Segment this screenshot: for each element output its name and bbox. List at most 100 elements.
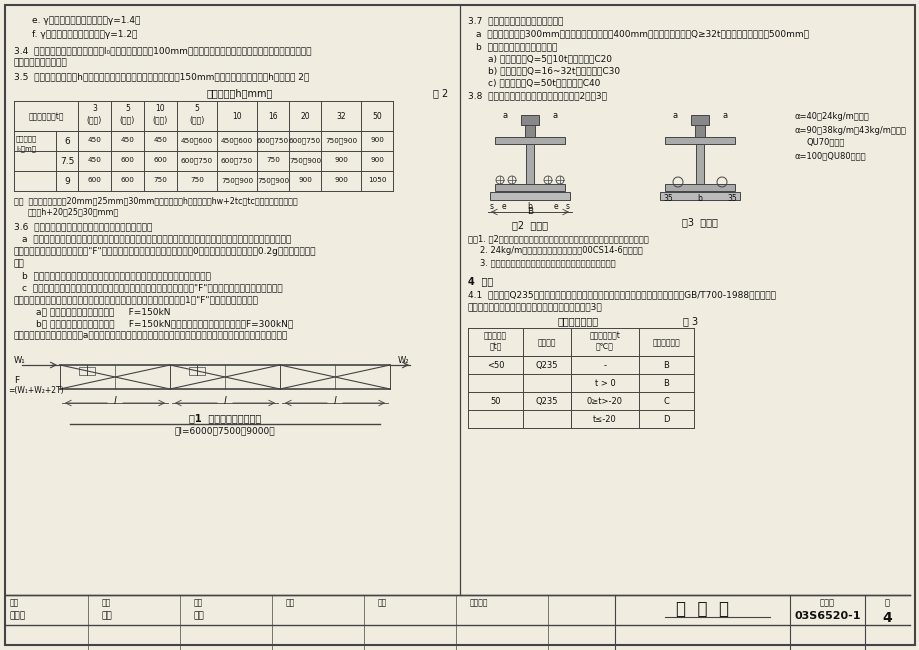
Bar — [494, 137, 564, 144]
Text: B: B — [527, 207, 532, 216]
Bar — [690, 115, 709, 125]
Text: 450、600: 450、600 — [221, 137, 253, 144]
Text: 吊车起重量: 吊车起重量 — [483, 331, 506, 340]
Text: 3.4  吊车梁按简支计算，计算跨度l₀取柱中心距离减去100mm。本设计为了简化计算，将吊车活荷载乘以增大系数: 3.4 吊车梁按简支计算，计算跨度l₀取柱中心距离减去100mm。本设计为了简化… — [14, 46, 312, 55]
Text: 质量等级适用表: 质量等级适用表 — [557, 316, 598, 326]
Text: b） 中列吊车梁上纵向力设计值     F=150kN（方等边值，当相邻均有吊车时F=300kN）: b） 中列吊车梁上纵向力设计值 F=150kN（方等边值，当相邻均有吊车时F=3… — [36, 319, 293, 328]
Text: l: l — [334, 396, 336, 406]
Text: 以考虑其自重等影响。: 以考虑其自重等影响。 — [14, 58, 68, 67]
Text: t > 0: t > 0 — [594, 379, 615, 388]
Text: α=90（38kg/m、43kg/m钢轨、: α=90（38kg/m、43kg/m钢轨、 — [794, 126, 906, 135]
Text: （t）: （t） — [489, 342, 501, 351]
Text: C: C — [663, 397, 669, 406]
Bar — [490, 192, 570, 200]
Text: =(W₁+W₂+2T): =(W₁+W₂+2T) — [8, 386, 63, 395]
Text: Q235: Q235 — [535, 397, 558, 406]
Text: 0≥t>-20: 0≥t>-20 — [586, 397, 622, 406]
Text: 6: 6 — [64, 137, 70, 146]
Bar — [526, 144, 533, 184]
Text: 600: 600 — [87, 177, 101, 183]
Text: 图集号: 图集号 — [819, 598, 834, 607]
Text: b: b — [697, 194, 702, 203]
Text: 吊车梁高度h（mm）: 吊车梁高度h（mm） — [207, 88, 273, 98]
Text: 注：  梁支座底板厚分为20mm、25mm和30mm三种，梁高度h为腹板高度hw+2tc（tc为翼缘板厚），梁高: 注： 梁支座底板厚分为20mm、25mm和30mm三种，梁高度h为腹板高度hw+… — [14, 196, 298, 205]
Text: 3.5  本设计吊车梁高度h按梁式和一般桥式吊车起重量分级，取为150mm的倍数，各吊车梁高度h值见下表 2。: 3.5 本设计吊车梁高度h按梁式和一般桥式吊车起重量分级，取为150mm的倍数，… — [14, 72, 309, 81]
Text: (梁式): (梁式) — [119, 115, 135, 124]
Text: 3. 采用焊接型联结时出现异常车重则需在上翼缘面积前见。: 3. 采用焊接型联结时出现异常车重则需在上翼缘面积前见。 — [480, 258, 615, 267]
Text: 化学成分和力学性能规定。钢材质量等级的适用见表3。: 化学成分和力学性能规定。钢材质量等级的适用见表3。 — [468, 302, 602, 311]
Text: 900: 900 — [334, 157, 347, 163]
Bar — [525, 125, 535, 137]
Text: 吊车起重量（t）: 吊车起重量（t） — [28, 112, 63, 121]
Bar — [696, 144, 703, 184]
Text: 钢材牌号: 钢材牌号 — [538, 338, 556, 347]
Text: 35: 35 — [726, 194, 736, 203]
Text: 450: 450 — [87, 157, 101, 163]
Text: 校对: 校对 — [102, 598, 111, 607]
Text: (桥式): (桥式) — [189, 115, 204, 124]
Text: 750、900: 750、900 — [324, 137, 357, 144]
Text: b: b — [527, 202, 532, 211]
Text: 35: 35 — [663, 194, 672, 203]
Text: a  钢柱宽不宜小于300mm，混凝土柱宽不宜小于400mm。当吊车起重量为Q≥32t时，柱宽尚不宜小于500mm。: a 钢柱宽不宜小于300mm，混凝土柱宽不宜小于400mm。当吊车起重量为Q≥3… — [475, 29, 808, 38]
Text: 9: 9 — [64, 177, 70, 186]
Text: B: B — [663, 379, 669, 388]
Text: c  由厂房端部山墙结构传至吊车梁上的风荷载与吊车横向水平荷载之和"F"值的大小，在工程设计中与厂房: c 由厂房端部山墙结构传至吊车梁上的风荷载与吊车横向水平荷载之和"F"值的大小，… — [22, 283, 282, 292]
Text: 处连接件的风荷载之和的设计值"F"进行计算，同时应满足规范规定强度为0度，设计基本地震加速度0.2g条件下的强度要: 处连接件的风荷载之和的设计值"F"进行计算，同时应满足规范规定强度为0度，设计基… — [14, 247, 316, 256]
Text: 页: 页 — [884, 598, 889, 607]
Text: 注：1. 图2中的数量参见河南省起重用通用机械厂提供的本图集附具技术资料。: 注：1. 图2中的数量参见河南省起重用通用机械厂提供的本图集附具技术资料。 — [468, 234, 648, 243]
Text: 2. 24kg/m钢轨用于钻孔型联结参照（00CS14-6）螺栓。: 2. 24kg/m钢轨用于钻孔型联结参照（00CS14-6）螺栓。 — [480, 246, 642, 255]
Text: 结构专业: 结构专业 — [470, 598, 488, 607]
Text: 450: 450 — [153, 137, 167, 143]
Text: 7.5: 7.5 — [60, 157, 74, 166]
Text: 5: 5 — [194, 104, 199, 113]
Text: 审定: 审定 — [378, 598, 387, 607]
Text: l: l — [114, 396, 116, 406]
Text: 行本: 行本 — [102, 611, 113, 620]
Text: 450: 450 — [87, 137, 101, 143]
Text: 50: 50 — [490, 397, 500, 406]
Text: 600: 600 — [120, 177, 134, 183]
Bar — [520, 115, 539, 125]
Text: 750: 750 — [153, 177, 167, 183]
Text: 750、900: 750、900 — [221, 177, 253, 183]
Bar — [494, 184, 564, 191]
Text: 总  说  明: 总 说 明 — [675, 600, 728, 618]
Text: 10: 10 — [155, 104, 165, 113]
Text: W₁: W₁ — [14, 356, 26, 365]
Text: 900: 900 — [298, 177, 312, 183]
Bar — [188, 367, 205, 375]
Text: 3.7  支承吊车梁的柱宽和强度等级：: 3.7 支承吊车梁的柱宽和强度等级： — [468, 16, 562, 25]
Text: 10: 10 — [232, 112, 242, 121]
Text: 600、750: 600、750 — [181, 157, 213, 164]
Text: 450、600: 450、600 — [181, 137, 213, 144]
Text: 方表中h+20（25、30）mm。: 方表中h+20（25、30）mm。 — [28, 207, 119, 216]
Text: 16: 16 — [268, 112, 278, 121]
Text: 3: 3 — [92, 104, 96, 113]
Text: f. γ为一永久荷载分项系数，γ=1.2。: f. γ为一永久荷载分项系数，γ=1.2。 — [32, 30, 137, 39]
Text: 4  材料: 4 材料 — [468, 276, 493, 286]
Text: l: l — [223, 396, 226, 406]
Text: e. γ为一可变荷载分项系数，γ=1.4。: e. γ为一可变荷载分项系数，γ=1.4。 — [32, 16, 141, 25]
Text: 的跨度、吊车梁的标高、吊车的起重量及山墙风荷载大小有关，因此，图1中"F"值只能按概先设定：: 的跨度、吊车梁的标高、吊车的起重量及山墙风荷载大小有关，因此，图1中"F"值只能… — [14, 295, 258, 304]
Bar — [694, 125, 704, 137]
Text: a) 吊车起重量Q=5、10t时不应小于C20: a) 吊车起重量Q=5、10t时不应小于C20 — [487, 54, 611, 63]
Text: c) 吊车起重量Q=50t时不应小于C40: c) 吊车起重量Q=50t时不应小于C40 — [487, 78, 600, 87]
Text: 图2  焊接型: 图2 焊接型 — [512, 220, 548, 230]
Text: 图1  柱间支撑布置示意图: 图1 柱间支撑布置示意图 — [188, 413, 261, 423]
Text: 900: 900 — [369, 137, 383, 143]
Text: 审核: 审核 — [10, 598, 19, 607]
Text: F: F — [14, 376, 19, 385]
Text: l₀（m）: l₀（m） — [16, 145, 36, 151]
Text: 曾瑞: 曾瑞 — [194, 611, 205, 620]
Text: 4: 4 — [881, 611, 891, 625]
Text: 450: 450 — [120, 137, 134, 143]
Text: e: e — [553, 202, 558, 211]
Text: D: D — [663, 415, 669, 424]
Text: b) 吊车起重量Q=16~32t时不应小于C30: b) 吊车起重量Q=16~32t时不应小于C30 — [487, 66, 619, 75]
Text: 20: 20 — [300, 112, 310, 121]
Text: W₂: W₂ — [398, 356, 409, 365]
Text: 750、900: 750、900 — [289, 157, 321, 164]
Text: (梁式): (梁式) — [86, 115, 102, 124]
Text: 3.6  吊车梁的纵横向连接系统，是按下列条件考虑的：: 3.6 吊车梁的纵横向连接系统，是按下列条件考虑的： — [14, 222, 153, 231]
